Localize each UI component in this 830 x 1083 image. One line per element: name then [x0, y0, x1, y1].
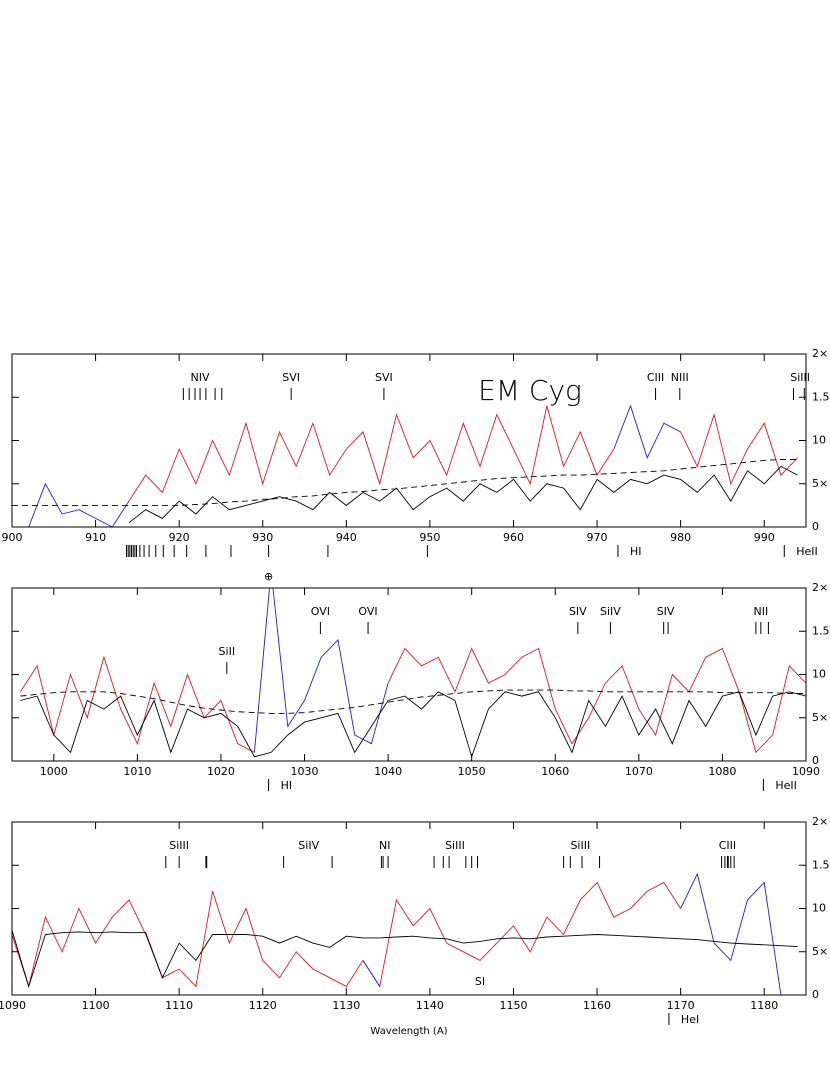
x-tick-label: 950	[419, 531, 440, 544]
line-id-label: NI	[379, 839, 390, 852]
spectrum-line	[362, 872, 782, 995]
spectrum-line	[12, 881, 681, 989]
x-tick-label: 920	[169, 531, 190, 544]
bottom-line-label: HeI	[681, 1013, 699, 1026]
plot-area	[12, 404, 798, 527]
line-id-label: CIII	[647, 371, 664, 384]
bottom-line-label: HeII	[775, 779, 797, 792]
y-tick-label: 5×	[812, 945, 828, 958]
x-tick-label: 960	[503, 531, 524, 544]
x-tick-label: 940	[336, 531, 357, 544]
x-tick-label: 1170	[667, 999, 695, 1012]
y-tick-label: 2×	[812, 347, 828, 360]
y-tick-label: 10	[812, 434, 826, 447]
x-tick-label: 1040	[374, 765, 402, 778]
bottom-line-label: HI	[281, 779, 293, 792]
x-tick-label: 1050	[458, 765, 486, 778]
y-tick-label: 5×	[812, 711, 828, 724]
line-id-label: SVI	[282, 371, 300, 384]
spectrum-line	[20, 647, 806, 754]
x-tick-label: 990	[754, 531, 775, 544]
line-id-label: SiIII	[169, 839, 189, 852]
annotation: SI	[475, 975, 485, 988]
x-tick-label: 1100	[82, 999, 110, 1012]
y-tick-label: 0	[812, 754, 819, 767]
line-id-label: OVI	[358, 605, 377, 618]
y-tick-label: 10	[812, 902, 826, 915]
line-id-label: SiIV	[600, 605, 621, 618]
line-id-label: ⊕	[264, 570, 273, 583]
y-tick-label: 0	[812, 988, 819, 1001]
x-tick-label: 1180	[750, 999, 778, 1012]
spectrum-line	[20, 691, 806, 759]
line-id-label: NIII	[671, 371, 689, 384]
x-tick-label: 1120	[249, 999, 277, 1012]
line-id-label: SiIII	[445, 839, 465, 852]
bottom-line-label: HI	[630, 545, 642, 558]
bottom-line-label: HeII	[796, 545, 818, 558]
y-tick-label: 2×	[812, 815, 828, 828]
x-tick-label: 1090	[792, 765, 820, 778]
continuum-line	[12, 459, 798, 506]
x-tick-label: 1000	[40, 765, 68, 778]
plot-frame	[11, 821, 807, 996]
plot-area	[20, 588, 806, 759]
line-id-label: NIV	[191, 371, 210, 384]
spectrum-line	[12, 929, 798, 988]
x-tick-label: 1020	[207, 765, 235, 778]
y-tick-label: 1.5	[812, 858, 830, 871]
x-tick-label: 1110	[165, 999, 193, 1012]
x-tick-label: 1030	[291, 765, 319, 778]
y-tick-label: 1.5	[812, 390, 830, 403]
y-tick-label: 10	[812, 668, 826, 681]
spectrum-line	[253, 588, 389, 753]
line-id-label: NII	[754, 605, 769, 618]
x-tick-label: 900	[2, 531, 23, 544]
line-id-label: SiIII	[570, 839, 590, 852]
x-tick-label: 980	[670, 531, 691, 544]
x-tick-label: 1080	[708, 765, 736, 778]
line-id-label: CIII	[719, 839, 736, 852]
plot-frame	[11, 587, 807, 762]
spectrum-line	[128, 405, 798, 502]
x-tick-label: 1060	[541, 765, 569, 778]
y-tick-label: 1.5	[812, 624, 830, 637]
line-id-label: SVI	[375, 371, 393, 384]
chart-title: EM Cyg	[478, 374, 582, 407]
spectrum-line	[128, 465, 798, 524]
x-tick-label: 930	[252, 531, 273, 544]
line-id-label: OVI	[311, 605, 330, 618]
y-tick-label: 0	[812, 520, 819, 533]
continuum-line	[20, 689, 806, 714]
line-id-label: SiII	[219, 645, 236, 658]
line-id-label: SiIII	[790, 371, 810, 384]
plot-area	[12, 872, 798, 995]
x-tick-label: 970	[587, 531, 608, 544]
x-axis-label: Wavelength (A)	[370, 1026, 447, 1037]
y-tick-label: 5×	[812, 477, 828, 490]
x-tick-label: 1090	[0, 999, 26, 1012]
x-tick-label: 910	[85, 531, 106, 544]
x-tick-label: 1140	[416, 999, 444, 1012]
line-id-label: SiIV	[298, 839, 319, 852]
line-id-label: SIV	[569, 605, 587, 618]
line-id-label: SIV	[657, 605, 675, 618]
y-tick-label: 2×	[812, 581, 828, 594]
x-tick-label: 1070	[625, 765, 653, 778]
spectrum-line	[12, 404, 681, 527]
x-tick-label: 1130	[332, 999, 360, 1012]
x-tick-label: 1160	[583, 999, 611, 1012]
x-tick-label: 1010	[123, 765, 151, 778]
x-tick-label: 1150	[499, 999, 527, 1012]
